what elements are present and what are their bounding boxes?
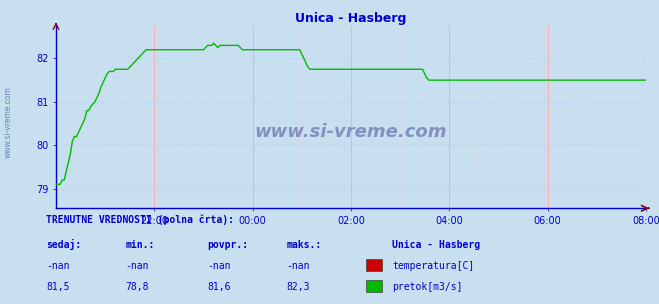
Text: sedaj:: sedaj: xyxy=(46,239,81,250)
Text: -nan: -nan xyxy=(125,261,149,271)
Text: 78,8: 78,8 xyxy=(125,282,149,292)
Text: povpr.:: povpr.: xyxy=(208,240,248,250)
Text: www.si-vreme.com: www.si-vreme.com xyxy=(254,123,447,141)
Text: -nan: -nan xyxy=(287,261,310,271)
Text: min.:: min.: xyxy=(125,240,155,250)
Text: 81,5: 81,5 xyxy=(46,282,70,292)
Text: -nan: -nan xyxy=(46,261,70,271)
Text: TRENUTNE VREDNOSTI (polna črta):: TRENUTNE VREDNOSTI (polna črta): xyxy=(46,215,234,226)
Text: 81,6: 81,6 xyxy=(208,282,231,292)
Text: 82,3: 82,3 xyxy=(287,282,310,292)
Text: temperatura[C]: temperatura[C] xyxy=(392,261,474,271)
Text: -nan: -nan xyxy=(208,261,231,271)
Text: Unica - Hasberg: Unica - Hasberg xyxy=(392,240,480,250)
Text: www.si-vreme.com: www.si-vreme.com xyxy=(3,86,13,157)
Title: Unica - Hasberg: Unica - Hasberg xyxy=(295,12,407,25)
Text: pretok[m3/s]: pretok[m3/s] xyxy=(392,282,463,292)
Text: maks.:: maks.: xyxy=(287,240,322,250)
